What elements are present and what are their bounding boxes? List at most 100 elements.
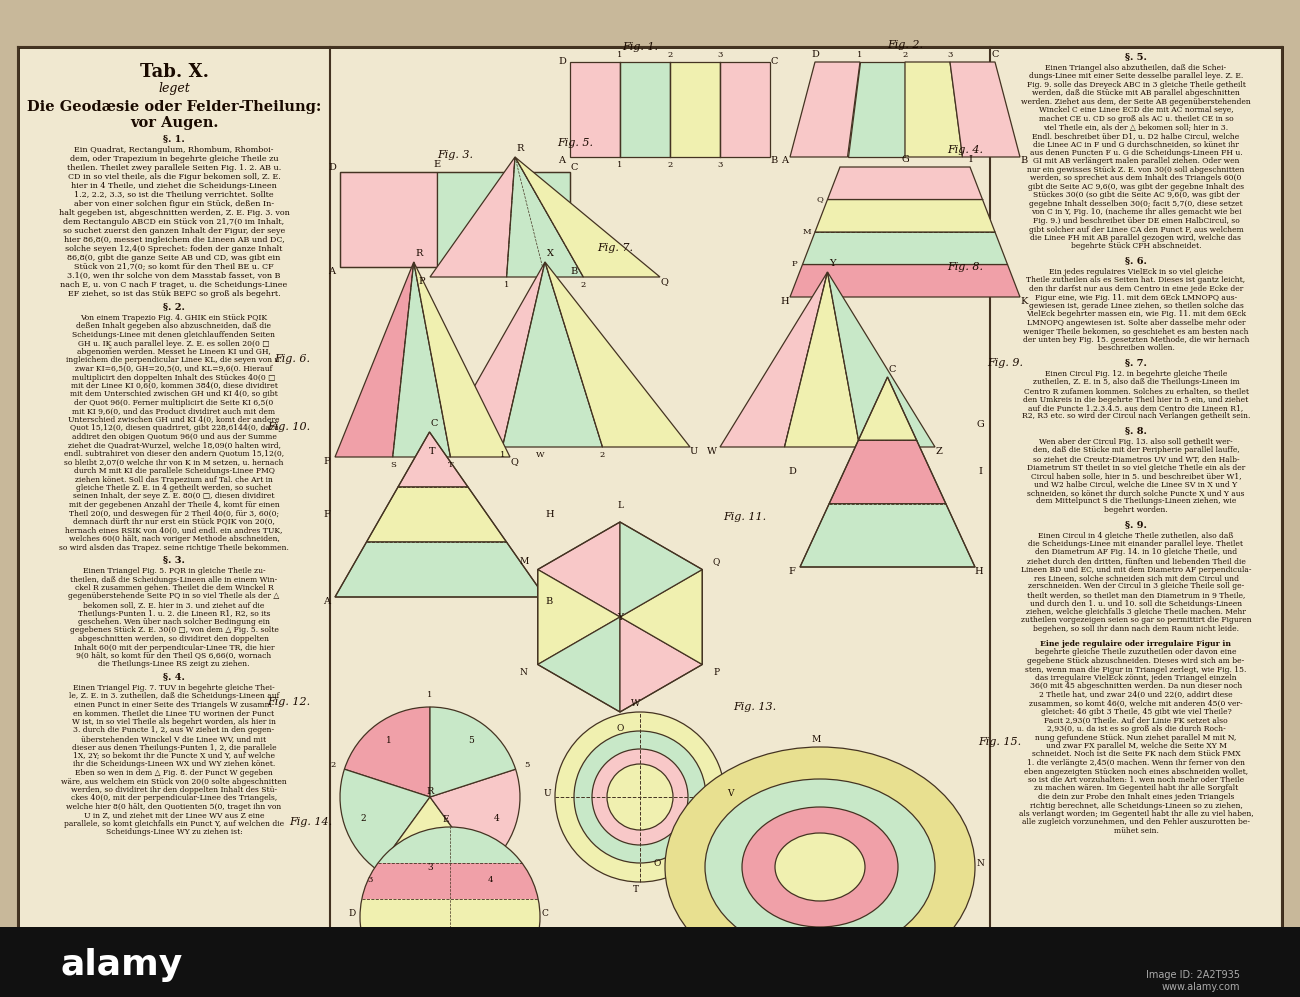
- Text: ziehen, welche gleichfalls 3 gleiche Theile machen. Mehr: ziehen, welche gleichfalls 3 gleiche The…: [1026, 608, 1245, 616]
- Text: Theilungs-Punten 1. u. 2. die Lineen R1, R2, so its: Theilungs-Punten 1. u. 2. die Lineen R1,…: [78, 609, 270, 617]
- Text: theilt werden, so theilet man den Diametrum in 9 Theile,: theilt werden, so theilet man den Diamet…: [1027, 591, 1245, 599]
- Text: U in Z, und ziehet mit der Linee WV aus Z eine: U in Z, und ziehet mit der Linee WV aus …: [83, 812, 264, 820]
- Polygon shape: [507, 157, 584, 277]
- Polygon shape: [848, 62, 905, 157]
- Text: 2: 2: [599, 451, 605, 459]
- Text: F: F: [324, 510, 330, 519]
- Text: X: X: [546, 249, 554, 258]
- Text: 3: 3: [655, 957, 660, 965]
- Text: -1: -1: [524, 957, 532, 965]
- Text: beschreiben wollen.: beschreiben wollen.: [1097, 345, 1174, 353]
- Text: A: A: [329, 266, 335, 275]
- Text: begehrt worden.: begehrt worden.: [1104, 506, 1167, 514]
- Text: gewiesen ist, gerade Linee ziehen, so theilen solche das: gewiesen ist, gerade Linee ziehen, so th…: [1028, 302, 1243, 310]
- Bar: [437, 172, 569, 267]
- Text: einen Punct in einer Seite des Triangels W zusamm-: einen Punct in einer Seite des Triangels…: [74, 701, 274, 709]
- Text: vor Augen.: vor Augen.: [130, 116, 218, 130]
- Text: Einen Circul in 4 gleiche Theile zutheilen, also daß: Einen Circul in 4 gleiche Theile zutheil…: [1039, 531, 1234, 539]
- Text: nach E, u. von C nach F traget, u. die Scheidungs-Linee: nach E, u. von C nach F traget, u. die S…: [60, 281, 287, 289]
- Text: gegebene Stück abzuschneiden. Dieses wird sich am be-: gegebene Stück abzuschneiden. Dieses wir…: [1027, 657, 1244, 665]
- Text: gleichet: 46 gibt 3 Theile, 45 gibt wie viel Theile?: gleichet: 46 gibt 3 Theile, 45 gibt wie …: [1040, 708, 1231, 716]
- Wedge shape: [377, 797, 482, 887]
- Text: §. 7.: §. 7.: [1124, 359, 1147, 368]
- Text: W: W: [632, 700, 641, 709]
- Ellipse shape: [666, 747, 975, 987]
- Text: 4: 4: [488, 875, 493, 883]
- Text: so bleibt 2,07(0 welche ihr von K in M setzen, u. hernach: so bleibt 2,07(0 welche ihr von K in M s…: [64, 459, 283, 467]
- Polygon shape: [515, 157, 660, 277]
- Text: R2, R3 etc. so wird der Circul nach Verlangen getheilt sein.: R2, R3 etc. so wird der Circul nach Verl…: [1022, 413, 1251, 421]
- Text: schneidet. Noch ist die Seite FK nach dem Stück FMX: schneidet. Noch ist die Seite FK nach de…: [1032, 751, 1240, 759]
- Text: 3: 3: [718, 161, 723, 169]
- Text: D: D: [328, 164, 335, 172]
- Bar: [593, 942, 625, 955]
- Text: A: A: [781, 157, 789, 166]
- Text: Q: Q: [510, 458, 517, 467]
- Text: C: C: [889, 365, 896, 374]
- Text: addiret den obigen Quotum 96(0 und aus der Summe: addiret den obigen Quotum 96(0 und aus d…: [72, 433, 277, 441]
- Polygon shape: [335, 542, 545, 597]
- Text: von C in Y, Fig. 10, (nacheme ihr alles gemacht wie bei: von C in Y, Fig. 10, (nacheme ihr alles …: [1031, 208, 1242, 216]
- Text: Scheidungs-Linee mit denen gleichlauffenden Seiten: Scheidungs-Linee mit denen gleichlauffen…: [73, 331, 276, 339]
- Text: werden, so dividiret ihr den doppelten Inhalt des Stü-: werden, so dividiret ihr den doppelten I…: [72, 786, 277, 794]
- Text: mit KI 9,6(0, und das Product dividiret auch mit dem: mit KI 9,6(0, und das Product dividiret …: [73, 408, 276, 416]
- Polygon shape: [545, 262, 690, 447]
- Polygon shape: [790, 62, 861, 157]
- Bar: [0, 927, 1300, 997]
- Text: res Lineen, solche schneiden sich mit dem Circul und: res Lineen, solche schneiden sich mit de…: [1034, 574, 1239, 582]
- Text: F: F: [789, 567, 796, 576]
- Text: 1X, 2Y; so bekomt ihr die Puncte X und Y, auf welche: 1X, 2Y; so bekomt ihr die Puncte X und Y…: [73, 752, 276, 760]
- Text: Fig. 11.: Fig. 11.: [723, 512, 767, 522]
- Text: O: O: [616, 724, 624, 733]
- Polygon shape: [367, 487, 507, 542]
- Text: ziehet die Quadrat-Wurzel, welche 18,09(0 halten wird,: ziehet die Quadrat-Wurzel, welche 18,09(…: [68, 442, 281, 450]
- Text: D: D: [788, 468, 796, 477]
- Text: C: C: [571, 164, 577, 172]
- Text: T: T: [447, 461, 454, 469]
- Text: W: W: [536, 451, 545, 459]
- Text: T: T: [429, 448, 436, 457]
- Text: durch M mit KI die parallele Scheidungs-Linee PMQ: durch M mit KI die parallele Scheidungs-…: [74, 467, 274, 475]
- Text: §. 5.: §. 5.: [1124, 53, 1147, 62]
- Text: geschehen. Wen über nach solcher Bedingung ein: geschehen. Wen über nach solcher Bedingu…: [78, 618, 270, 626]
- Text: deßen Inhalt gegeben also abzuschneiden, daß die: deßen Inhalt gegeben also abzuschneiden,…: [77, 322, 272, 330]
- Text: zerschneiden. Wen der Circul in 3 gleiche Theile soll ge-: zerschneiden. Wen der Circul in 3 gleich…: [1028, 582, 1244, 590]
- Text: I: I: [968, 156, 972, 165]
- Text: GH u. IK auch parallel leye. Z. E. es sollen 20(0 □: GH u. IK auch parallel leye. Z. E. es so…: [78, 340, 270, 348]
- Text: Fig. 13.: Fig. 13.: [733, 702, 776, 712]
- Wedge shape: [575, 731, 706, 863]
- Wedge shape: [430, 707, 516, 797]
- Text: die Linee AC in F und G durchschneiden, so künet ihr: die Linee AC in F und G durchschneiden, …: [1034, 141, 1239, 149]
- Polygon shape: [413, 262, 510, 457]
- Text: Circul haben solle, hier in 5. und beschreibet über W1,: Circul haben solle, hier in 5. und besch…: [1031, 472, 1242, 480]
- Text: die dein zur Probe den Inhalt eines jeden Triangels: die dein zur Probe den Inhalt eines jede…: [1037, 793, 1234, 801]
- Text: Wen aber der Circul Fig. 13. also soll getheilt wer-: Wen aber der Circul Fig. 13. also soll g…: [1039, 438, 1232, 446]
- Text: B: B: [771, 157, 777, 166]
- Text: so suchet zuerst den ganzen Inhalt der Figur, der seye: so suchet zuerst den ganzen Inhalt der F…: [62, 227, 285, 235]
- Text: §. 8.: §. 8.: [1124, 427, 1147, 436]
- Polygon shape: [620, 569, 702, 664]
- Text: nung gefundene Stück. Nun ziehet parallel M mit N,: nung gefundene Stück. Nun ziehet paralle…: [1035, 734, 1236, 742]
- Wedge shape: [341, 770, 430, 869]
- Text: S: S: [390, 461, 395, 469]
- Text: Einen Circul Fig. 12. in begehrte gleiche Theile: Einen Circul Fig. 12. in begehrte gleich…: [1045, 370, 1227, 378]
- Text: en kommen. Theilet die Linee TU worinen der Punct: en kommen. Theilet die Linee TU worinen …: [73, 710, 274, 718]
- Text: W ist, in so viel Theile als begehrt worden, als hier in: W ist, in so viel Theile als begehrt wor…: [72, 718, 276, 726]
- Text: 2: 2: [667, 51, 672, 59]
- Text: P: P: [714, 668, 719, 677]
- Text: Fig. 9.: Fig. 9.: [987, 358, 1023, 368]
- Text: und W2 halbe Circul, welche die Linee SV in X und Y: und W2 halbe Circul, welche die Linee SV…: [1035, 481, 1238, 489]
- Text: 1. die verlängte 2,45(0 machen. Wenn ihr ferner von den: 1. die verlängte 2,45(0 machen. Wenn ihr…: [1027, 759, 1245, 767]
- Text: 1: 1: [590, 957, 595, 965]
- Bar: [341, 172, 437, 267]
- Text: werden. Ziehet aus dem, der Seite AB gegenüberstehenden: werden. Ziehet aus dem, der Seite AB geg…: [1020, 98, 1251, 106]
- Text: Ein Quadrat, Rectangulum, Rhombum, Rhomboi-: Ein Quadrat, Rectangulum, Rhombum, Rhomb…: [74, 146, 274, 154]
- Text: alamy: alamy: [60, 948, 182, 982]
- Text: ziehet durch den dritten, fünften und liebenden Theil die: ziehet durch den dritten, fünften und li…: [1027, 557, 1245, 565]
- Text: richtig berechnet, alle Scheidungs-Lineen so zu ziehen,: richtig berechnet, alle Scheidungs-Linee…: [1030, 802, 1243, 810]
- Text: 4: 4: [494, 815, 499, 824]
- Text: Fig. 9. solle das Dreyeck ABC in 3 gleiche Theile getheilt: Fig. 9. solle das Dreyeck ABC in 3 gleic…: [1027, 81, 1245, 89]
- Text: T: T: [633, 885, 640, 894]
- Text: G: G: [976, 420, 984, 429]
- Wedge shape: [607, 764, 673, 830]
